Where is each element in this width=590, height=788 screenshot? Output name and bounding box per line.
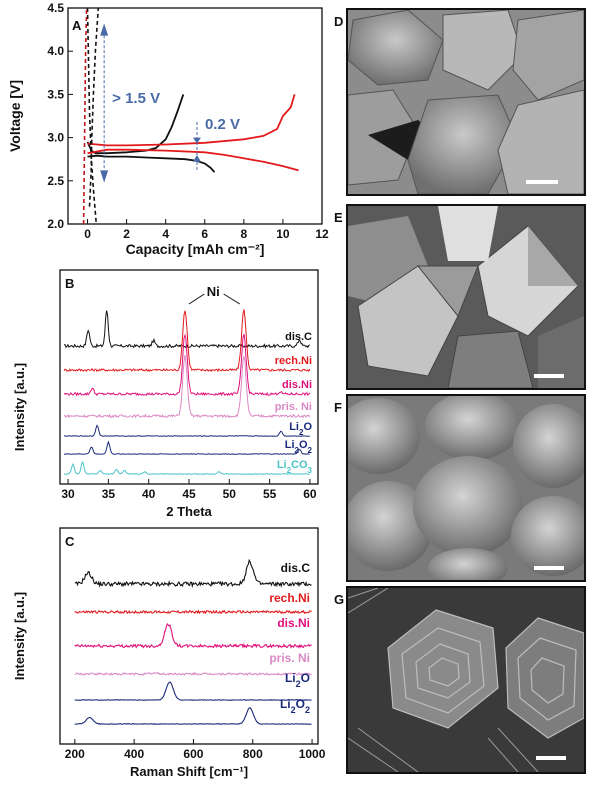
sem-image-f [346,394,586,582]
chart-panel-c: C 200 400 600 800 1000 Raman Shift [cm⁻¹] Inten… [12,527,326,779]
sem-texture-e [348,206,584,388]
x-tick-label-b: 45 [182,487,196,501]
panel-label-c: C [65,534,75,549]
series-name-b-1: rech.Ni [275,355,312,367]
x-tick-label-b: 35 [102,487,116,501]
series-name-c-0: dis.C [281,561,311,575]
panel-label-b: B [65,276,74,291]
series-name-b-5: Li2O2 [285,439,313,455]
arrow-down-large [100,170,109,183]
x-tick-label-b: 30 [61,487,75,501]
x-tick-label-b: 60 [303,487,317,501]
series-line-c-5 [74,707,312,725]
chart-panel-b: B 30 35 40 45 50 55 60 2 Theta Intensity [a.u.] di… [12,269,319,519]
sem-image-e [346,204,586,390]
y-tick-label-a: 2.5 [47,174,64,188]
x-axis-label-a: Capacity [mAh cm⁻²] [126,241,265,257]
sem-label-d: D [334,14,344,29]
sem-image-d [346,8,586,196]
y-axis-label-c: Intensity [a.u.] [12,592,27,680]
series-name-c-1: rech.Ni [269,591,310,605]
x-tick-label-b: 50 [223,487,237,501]
annotation-line-ni-left [188,293,205,305]
y-tick-label-a: 4.5 [47,1,64,15]
series-name-c-4: Li2O [285,671,310,689]
arrow-up-large [100,23,109,36]
series-line-a-2 [87,94,296,147]
series-name-c-2: dis.Ni [277,616,310,630]
x-axis-label-b: 2 Theta [166,504,212,519]
y-axis-label-b: Intensity [a.u.] [12,363,27,451]
y-axis-label-a: Voltage [V] [7,80,23,152]
series-name-c-5: Li2O2 [280,697,310,715]
x-tick-label-a: 4 [162,227,169,241]
annotation-gap-small: 0.2 V [205,116,240,133]
series-line-b-3 [63,355,311,419]
series-line-a-3 [87,148,299,172]
series-name-b-4: Li2O [289,421,312,437]
series-name-b-0: dis.C [285,331,312,343]
series-line-c-1 [74,609,312,615]
series-line-b-5 [63,440,310,455]
annotation-gap-large: > 1.5 V [112,90,160,107]
y-tick-label-a: 4.0 [47,44,64,58]
x-tick-label-a: 8 [241,227,248,241]
x-tick-label-c: 1000 [299,747,326,761]
x-tick-label-c: 400 [124,747,144,761]
sem-label-e: E [334,210,343,225]
sem-texture-f [348,396,584,580]
annotation-ni: Ni [207,284,220,299]
panel-label-a: A [72,18,82,33]
x-tick-label-a: 12 [315,227,329,241]
series-line-c-3 [74,671,312,677]
series-line-b-4 [63,424,310,437]
x-tick-label-c: 200 [65,747,85,761]
series-line-c-2 [74,622,312,649]
arrow-up-small [192,154,201,162]
annotation-line-ni-right [223,293,241,305]
series-name-b-3: pris. Ni [275,401,312,413]
series-line-a-6 [82,7,88,225]
series-line-c-4 [74,681,312,701]
series-line-b-1 [63,309,311,373]
x-tick-label-a: 2 [123,227,130,241]
plot-frame-a [67,7,323,225]
x-tick-label-c: 600 [183,747,203,761]
sem-image-g [346,586,586,774]
x-tick-label-b: 40 [142,487,156,501]
x-axis-label-c: Raman Shift [cm⁻¹] [130,764,248,779]
sem-texture-g [348,588,584,772]
series-name-b-6: Li2CO3 [277,459,313,475]
series-line-c-0 [74,558,312,589]
series-line-a-5 [86,7,98,225]
x-tick-label-a: 6 [201,227,208,241]
series-line-b-0 [63,310,311,349]
x-tick-label-c: 800 [243,747,263,761]
series-name-c-3: pris. Ni [269,651,310,665]
series-line-a-4 [88,7,100,207]
x-tick-label-b: 55 [263,487,277,501]
series-line-b-6 [64,460,310,475]
sem-texture-d [348,10,584,194]
x-tick-label-a: 0 [84,227,91,241]
sem-label-f: F [334,400,342,415]
x-tick-label-a: 10 [276,227,290,241]
series-name-b-2: dis.Ni [282,379,312,391]
sem-label-g: G [334,592,345,607]
y-tick-label-a: 2.0 [47,217,64,231]
arrow-down-small [192,137,201,144]
plot-frame-c [59,527,319,745]
chart-panel-a: A 0 2 4 6 8 10 12 2.0 2.5 3.0 3.5 4.0 4.5 Capacity [mA… [7,1,329,257]
y-tick-label-a: 3.5 [47,87,64,101]
series-line-b-2 [63,333,311,397]
y-tick-label-a: 3.0 [47,131,64,145]
